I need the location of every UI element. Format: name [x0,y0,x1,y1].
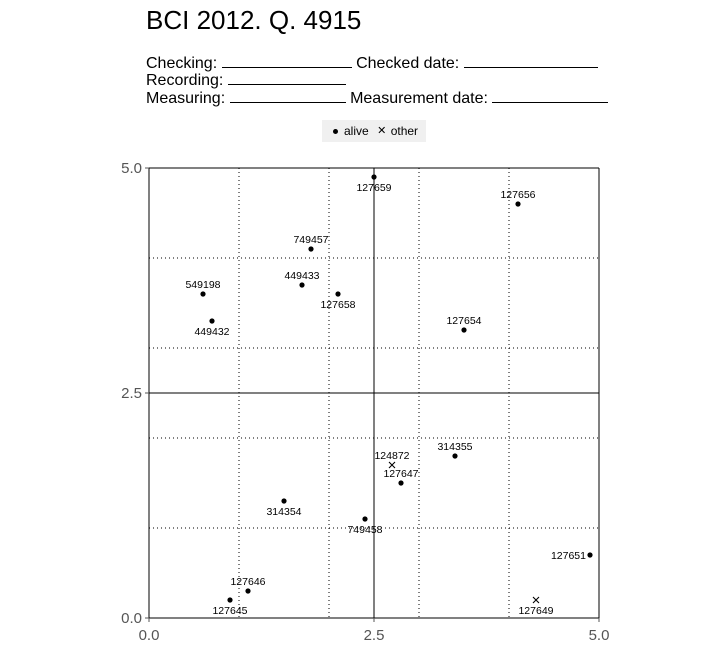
data-label: 449432 [194,326,229,338]
data-point-alive [461,327,467,333]
checking-line: Checking: Checked date: [146,54,598,73]
data-point-alive [308,246,314,252]
checked-date-label: Checked date: [356,55,460,72]
data-label: 127645 [212,605,247,617]
data-label: 127658 [320,299,355,311]
legend-label-alive: alive [344,124,369,138]
y-tick-label: 5.0 [121,160,142,177]
x-tick-label: 0.0 [139,627,160,644]
measurement-date-field [492,89,609,103]
data-point-alive [452,453,458,459]
data-label: 549198 [185,279,220,291]
data-point-other [388,461,396,469]
recording-field [227,71,346,85]
data-label: 314355 [437,441,472,453]
data-label: 124872 [374,450,409,462]
data-point-alive [209,318,215,324]
data-label: 314354 [266,506,301,518]
data-point-alive [398,480,404,486]
y-tick-label: 0.0 [121,610,142,627]
data-point-alive [515,201,521,207]
data-label: 127659 [356,182,391,194]
x-tick-label: 5.0 [589,627,610,644]
checking-field [221,54,352,68]
legend-item-other: ✕ other [373,122,418,140]
dot-icon [326,122,344,140]
data-point-other [532,596,540,604]
checked-date-field [463,54,598,68]
data-label: 449433 [284,270,319,282]
measuring-line: Measuring: Measurement date: [146,89,609,108]
recording-label: Recording: [146,72,224,89]
data-label: 749457 [293,234,328,246]
y-tick-label: 2.5 [121,385,142,402]
data-label: 127651 [551,550,586,562]
data-point-alive [200,291,206,297]
legend-label-other: other [390,124,419,138]
data-point-alive [587,552,593,558]
measuring-label: Measuring: [146,90,226,107]
data-label: 127656 [500,189,535,201]
data-label: 749458 [347,524,382,536]
cross-icon: ✕ [377,124,387,137]
recording-line: Recording: [146,71,346,90]
data-point-alive [227,597,233,603]
data-point-alive [362,516,368,522]
measurement-date-label: Measurement date: [350,90,488,107]
measuring-field [229,89,346,103]
data-point-alive [299,282,305,288]
data-label: 127646 [230,576,265,588]
data-point-alive [371,174,377,180]
x-tick-label: 2.5 [364,627,385,644]
data-label: 127654 [446,315,481,327]
legend-item-alive: alive [326,122,369,140]
data-point-alive [281,498,287,504]
data-point-alive [245,588,251,594]
data-point-alive [335,291,341,297]
checking-label: Checking: [146,55,218,72]
page-title: BCI 2012. Q. 4915 [146,5,362,35]
data-label: 127647 [383,468,418,480]
data-label: 127649 [518,605,553,617]
legend: alive ✕ other [322,120,427,142]
